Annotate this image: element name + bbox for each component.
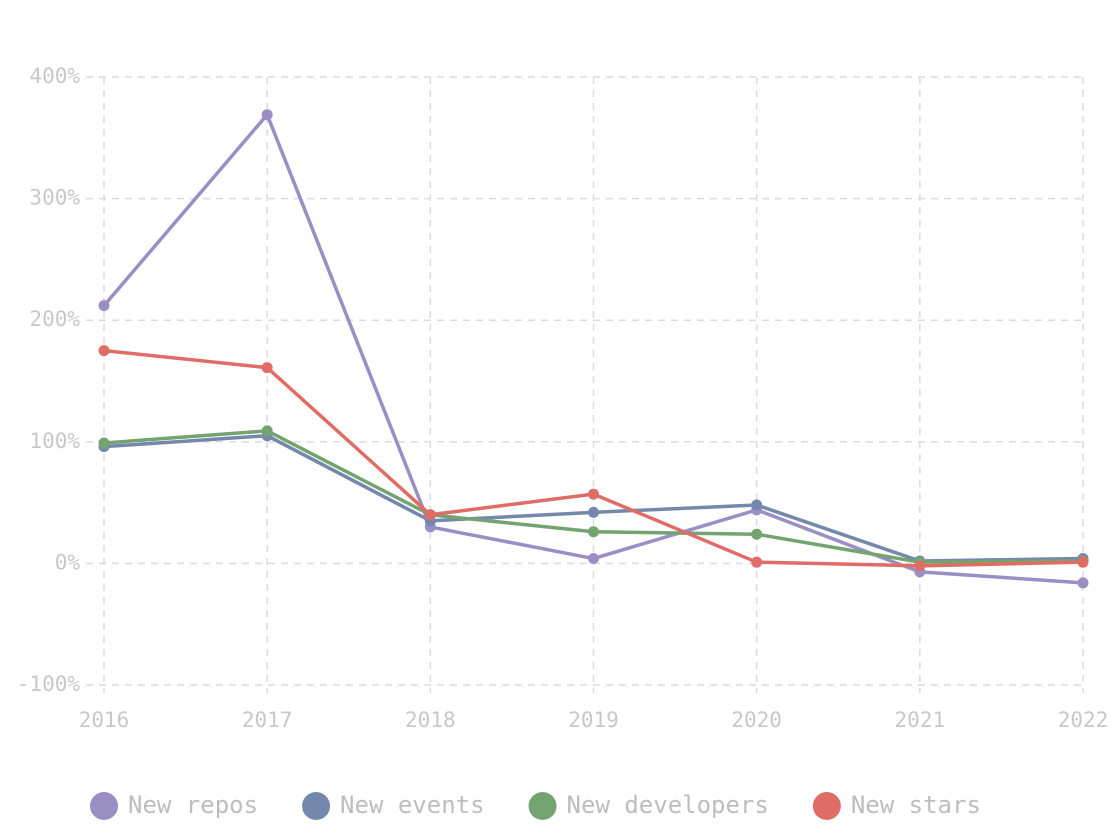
x-tick-label: 2019 [568, 708, 619, 732]
x-tick-label: 2022 [1058, 708, 1109, 732]
data-point [261, 425, 273, 437]
x-tick-label: 2021 [895, 708, 946, 732]
data-point [588, 553, 599, 565]
data-point [98, 300, 110, 312]
legend-marker [812, 792, 841, 820]
y-tick-label: 0% [55, 550, 81, 574]
legend-marker [90, 792, 118, 820]
data-point [1077, 556, 1089, 568]
data-point [424, 509, 436, 521]
data-point [98, 345, 110, 357]
data-point [588, 526, 599, 538]
data-point [1077, 577, 1089, 589]
data-point [751, 528, 763, 540]
y-tick-label: 300% [29, 186, 80, 210]
legend-marker [528, 792, 557, 820]
legend-label: New developers [567, 791, 769, 819]
x-tick-label: 2017 [242, 708, 293, 732]
x-tick-label: 2018 [405, 708, 456, 732]
data-point [751, 556, 763, 568]
y-tick-label: 100% [29, 429, 80, 453]
legend-marker [302, 792, 331, 820]
data-point [261, 362, 273, 374]
x-tick-label: 2020 [731, 708, 782, 732]
x-tick-label: 2016 [79, 708, 130, 732]
data-point [261, 109, 273, 121]
y-tick-label: -100% [17, 672, 81, 696]
data-point [588, 506, 599, 518]
legend-label: New stars [851, 791, 981, 819]
data-point [914, 560, 926, 572]
data-point [588, 488, 599, 500]
data-point [98, 437, 110, 449]
y-tick-label: 400% [29, 64, 80, 88]
legend-label: New events [340, 791, 485, 819]
data-point [751, 499, 763, 511]
legend-label: New repos [128, 791, 258, 819]
y-tick-label: 200% [29, 307, 80, 331]
